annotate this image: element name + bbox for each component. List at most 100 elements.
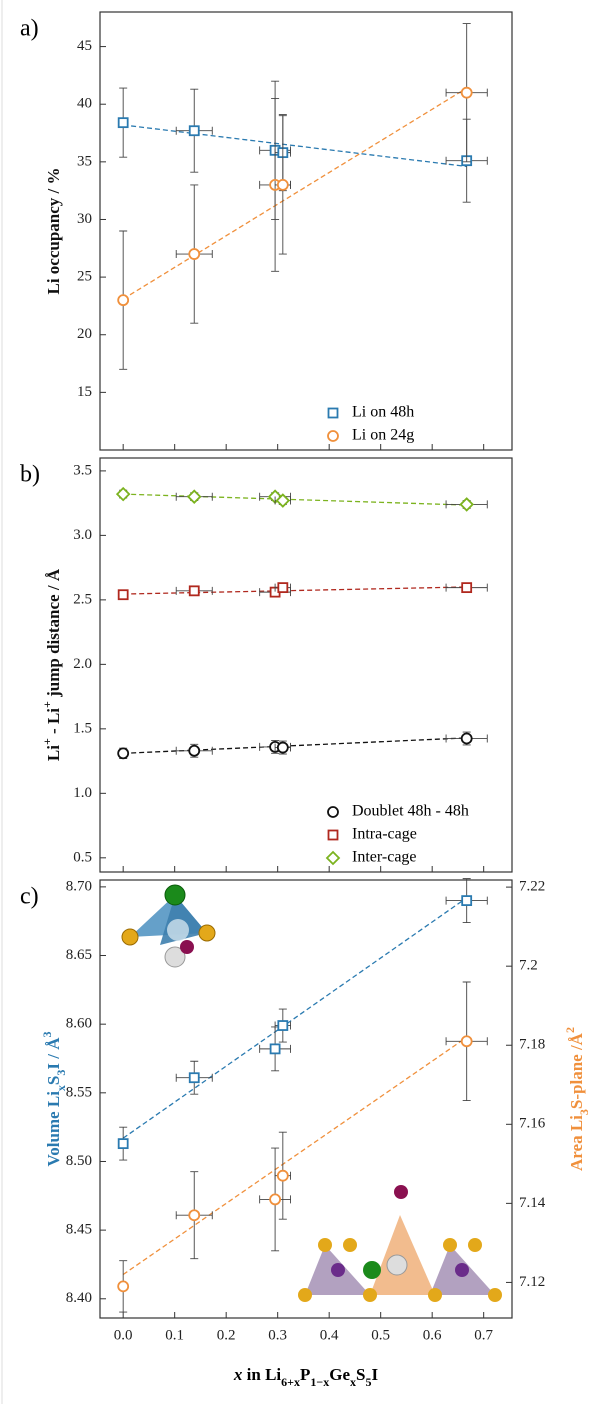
y-tick-label: 20 bbox=[77, 326, 92, 342]
x-axis-label: x in Li6+xP1−xGexS5I bbox=[233, 1365, 379, 1389]
y-tick-label: 8.45 bbox=[66, 1222, 92, 1238]
label-part: Li occupancy / % bbox=[44, 167, 63, 294]
panel-label: b) bbox=[20, 462, 40, 488]
marker bbox=[188, 1209, 201, 1222]
marker bbox=[117, 1280, 130, 1293]
fit-line bbox=[123, 586, 467, 595]
label-part: + bbox=[40, 701, 54, 708]
y2-tick-label: 7.2 bbox=[519, 958, 538, 974]
y2-tick-label: 7.18 bbox=[519, 1037, 545, 1053]
marker bbox=[460, 86, 473, 99]
label-part: S bbox=[356, 1365, 365, 1384]
y-tick-label: 8.55 bbox=[66, 1084, 92, 1100]
label-part: Volume Li bbox=[44, 1091, 63, 1167]
label-part: x bbox=[233, 1365, 243, 1384]
label-part: jump distance / Å bbox=[44, 568, 63, 701]
marker bbox=[275, 493, 291, 508]
inset-tetrahedron bbox=[121, 884, 216, 968]
label-part: x bbox=[54, 1085, 68, 1091]
x-tick-label: 0.7 bbox=[474, 1327, 493, 1343]
fit-line bbox=[122, 1036, 468, 1276]
y-tick-label: 8.60 bbox=[66, 1016, 92, 1032]
label-part: Li bbox=[44, 745, 63, 761]
label-part: - Li bbox=[44, 708, 63, 739]
y-tick-label: 2.0 bbox=[73, 656, 92, 672]
y-tick-label: 35 bbox=[77, 153, 92, 169]
panel-label: a) bbox=[20, 16, 39, 42]
label-part: 6+x bbox=[281, 1375, 300, 1389]
plot-frame bbox=[99, 879, 513, 1319]
x-tick-label: 0.1 bbox=[165, 1327, 184, 1343]
marker bbox=[461, 895, 473, 906]
y-tick-label: 8.70 bbox=[66, 878, 92, 894]
marker bbox=[117, 1138, 129, 1150]
label-part: 2 bbox=[563, 1027, 577, 1033]
fit-line bbox=[122, 87, 468, 300]
y-tick-label: 45 bbox=[77, 38, 92, 54]
fit-line bbox=[123, 737, 467, 754]
marker bbox=[115, 486, 131, 502]
y-tick-label: 15 bbox=[77, 384, 92, 400]
legend-marker bbox=[327, 430, 339, 442]
marker bbox=[188, 248, 201, 260]
legend-marker bbox=[325, 850, 341, 866]
y-tick-label: 1.0 bbox=[73, 785, 92, 801]
marker bbox=[277, 1020, 289, 1031]
y-axis-label: Li occupancy / % bbox=[44, 167, 63, 294]
x-tick-label: 0.4 bbox=[320, 1327, 339, 1343]
y-tick-label: 3.5 bbox=[73, 462, 92, 478]
marker bbox=[459, 497, 474, 512]
fit-line bbox=[123, 124, 467, 168]
marker bbox=[117, 589, 129, 601]
legend-marker bbox=[327, 407, 339, 419]
marker bbox=[277, 582, 289, 594]
marker bbox=[269, 1193, 282, 1206]
label-part: Ge bbox=[329, 1365, 350, 1384]
y-tick-label: 8.40 bbox=[66, 1290, 92, 1306]
label-part: in Li bbox=[242, 1365, 281, 1384]
plot-frame bbox=[99, 11, 513, 451]
label-part: + bbox=[40, 738, 54, 745]
label-part: Area Li bbox=[567, 1115, 586, 1171]
y-tick-label: 2.5 bbox=[73, 591, 92, 607]
marker bbox=[188, 1072, 200, 1084]
legend-label: Li on 24g bbox=[352, 427, 414, 444]
marker bbox=[269, 1043, 281, 1055]
legend-marker bbox=[327, 829, 339, 841]
y2-tick-label: 7.12 bbox=[519, 1274, 545, 1290]
label-part: 5 bbox=[365, 1375, 371, 1389]
marker bbox=[117, 294, 130, 307]
x-tick-label: 0.2 bbox=[217, 1327, 236, 1343]
marker bbox=[276, 741, 289, 754]
marker bbox=[117, 117, 129, 129]
label-part: I bbox=[371, 1365, 378, 1384]
legend-marker bbox=[327, 806, 339, 818]
panel-label: c) bbox=[20, 884, 39, 910]
y-tick-label: 40 bbox=[77, 96, 92, 112]
y-tick-label: 8.65 bbox=[66, 947, 92, 963]
plot-frame bbox=[99, 457, 513, 873]
x-tick-label: 0.5 bbox=[371, 1327, 390, 1343]
x-tick-label: 0.0 bbox=[114, 1327, 133, 1343]
y2-tick-label: 7.22 bbox=[519, 879, 545, 895]
y2-axis-label: Area Li3S-plane /Å2 bbox=[563, 1027, 591, 1171]
x-tick-label: 0.3 bbox=[268, 1327, 287, 1343]
label-part: P bbox=[300, 1365, 310, 1384]
marker bbox=[188, 744, 201, 757]
legend-label: Inter-cage bbox=[352, 849, 417, 866]
label-part: I / Å bbox=[44, 1037, 63, 1070]
y-axis-label: Li+ - Li+ jump distance / Å bbox=[40, 568, 63, 761]
marker bbox=[460, 732, 473, 745]
marker bbox=[461, 582, 473, 594]
label-part: S bbox=[44, 1076, 63, 1085]
fit-line bbox=[122, 897, 468, 1139]
y-tick-label: 30 bbox=[77, 211, 92, 227]
inset-plane bbox=[298, 1185, 502, 1302]
y2-tick-label: 7.16 bbox=[519, 1116, 546, 1132]
legend-label: Doublet 48h - 48h bbox=[352, 803, 469, 820]
label-part: 1−x bbox=[310, 1375, 329, 1389]
label-part: S-plane /Å bbox=[567, 1032, 586, 1109]
label-part: 3 bbox=[40, 1031, 54, 1037]
marker bbox=[186, 489, 202, 504]
